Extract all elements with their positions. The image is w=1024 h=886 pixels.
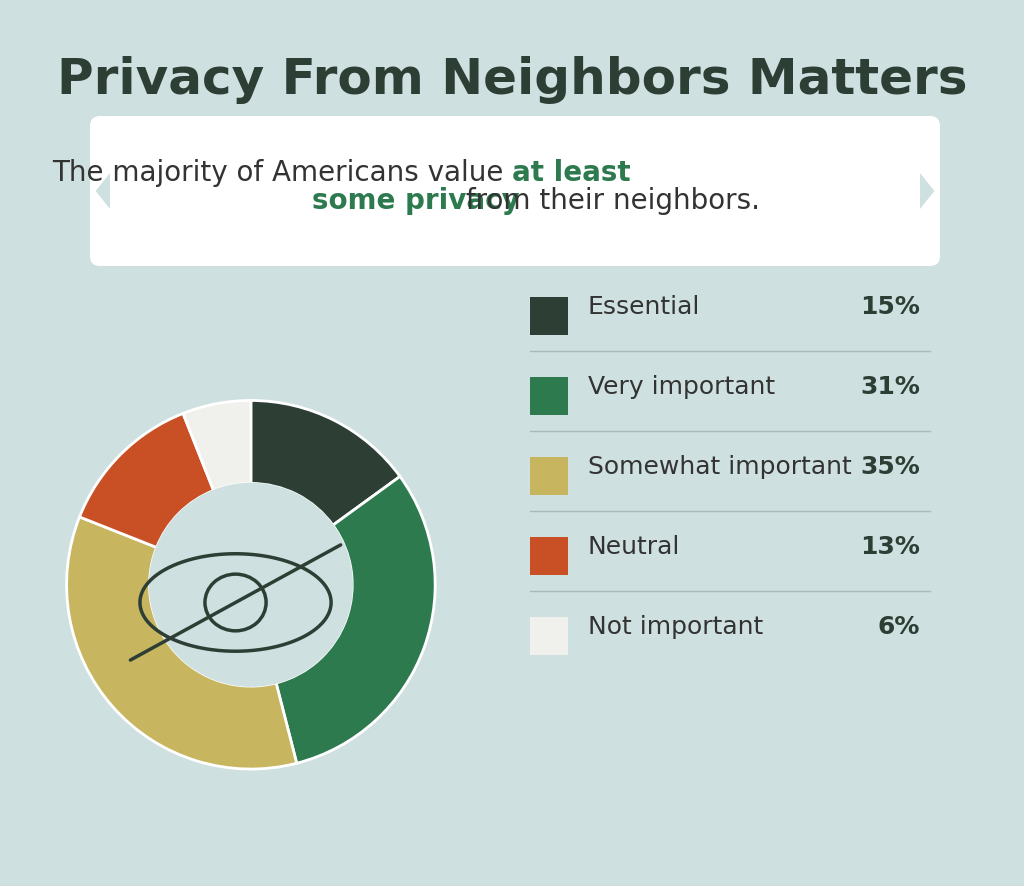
Text: Neutral: Neutral [588,535,680,559]
Wedge shape [276,477,435,763]
Polygon shape [95,173,110,209]
Polygon shape [920,173,934,209]
Text: Very important: Very important [588,375,775,399]
Text: at least: at least [512,159,631,187]
Text: Not important: Not important [588,615,763,639]
FancyBboxPatch shape [530,617,568,655]
Text: 6%: 6% [878,615,920,639]
FancyBboxPatch shape [90,116,940,266]
Text: 15%: 15% [860,295,920,319]
FancyBboxPatch shape [530,377,568,415]
Wedge shape [183,400,251,491]
FancyBboxPatch shape [530,537,568,575]
FancyBboxPatch shape [530,297,568,335]
Text: Privacy From Neighbors Matters: Privacy From Neighbors Matters [56,56,968,104]
Text: The majority of Americans value: The majority of Americans value [52,159,512,187]
Wedge shape [80,414,214,548]
Text: 35%: 35% [860,455,920,479]
Text: from their neighbors.: from their neighbors. [457,187,760,215]
Wedge shape [67,517,297,769]
Circle shape [150,484,352,686]
Text: 31%: 31% [860,375,920,399]
Text: 13%: 13% [860,535,920,559]
FancyBboxPatch shape [530,457,568,495]
Text: Essential: Essential [588,295,700,319]
Text: Somewhat important: Somewhat important [588,455,852,479]
Wedge shape [251,400,400,525]
Text: some privacy: some privacy [312,187,520,215]
